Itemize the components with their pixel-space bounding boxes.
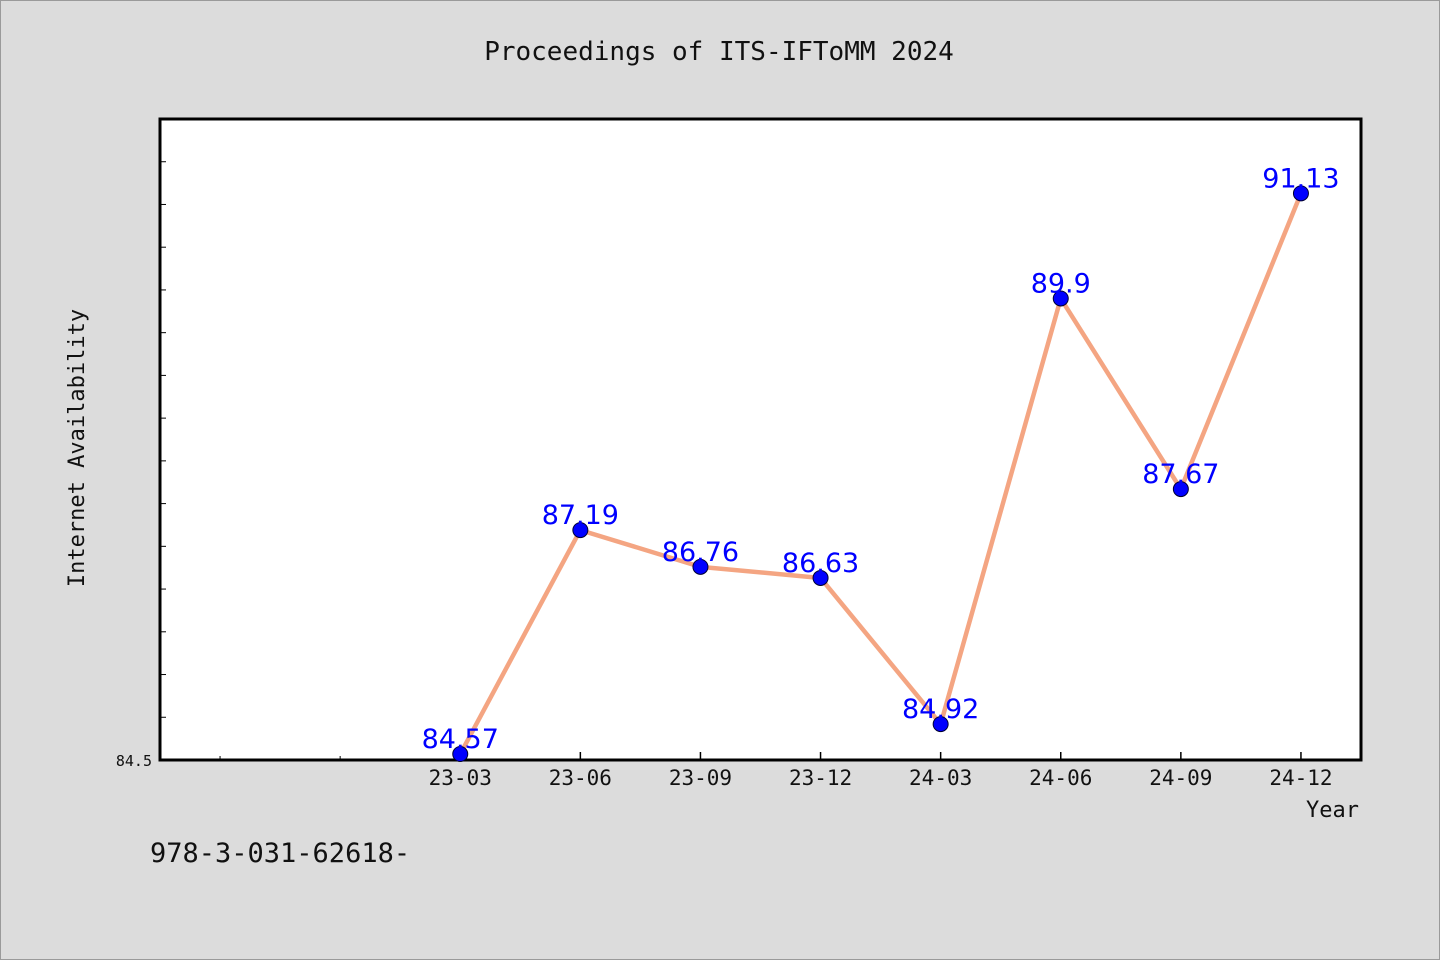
data-label: 86.76 — [662, 537, 739, 568]
x-tick-label: 23-09 — [669, 766, 732, 790]
x-tick-label: 23-03 — [429, 766, 492, 790]
x-axis-ticks: 23-03 23-06 23-09 23-12 24-03 24-06 24-09 24-12 — [219, 752, 1333, 790]
data-label: 87.19 — [542, 500, 619, 531]
x-axis-label: Year — [1306, 798, 1359, 823]
x-tick-label: 24-09 — [1149, 766, 1212, 790]
x-tick-label: 23-06 — [549, 766, 612, 790]
data-label: 86.63 — [782, 548, 859, 579]
x-tick-label: 24-12 — [1269, 766, 1332, 790]
data-label: 91.13 — [1262, 163, 1339, 194]
data-point — [932, 716, 949, 733]
data-point — [1172, 481, 1189, 498]
data-label: 84.92 — [902, 694, 979, 725]
data-point — [1292, 185, 1309, 202]
data-label: 89.9 — [1031, 268, 1091, 299]
data-point — [812, 569, 829, 586]
plot-area — [158, 117, 1363, 762]
y-tick-label: 84.5 — [116, 752, 152, 770]
data-point — [452, 746, 469, 763]
y-axis-label: Internet Availability — [65, 309, 90, 587]
series-line — [458, 192, 1304, 756]
footer-isbn-text: 978-3-031-62618- — [150, 838, 410, 869]
x-tick-label: 24-03 — [909, 766, 972, 790]
series-group: 84.57 87.19 86.76 86.63 84.92 89.9 87.67 91.13 — [422, 163, 1340, 763]
data-point — [1052, 290, 1069, 307]
x-tick-label: 24-06 — [1029, 766, 1092, 790]
y-axis-ticks — [160, 161, 166, 718]
data-point — [572, 522, 589, 539]
data-label: 84.57 — [422, 724, 499, 755]
x-tick-label: 23-12 — [789, 766, 852, 790]
chart-title: Proceedings of ITS-IFToMM 2024 — [484, 37, 954, 67]
data-point — [692, 558, 709, 575]
data-label: 87.67 — [1142, 459, 1219, 490]
